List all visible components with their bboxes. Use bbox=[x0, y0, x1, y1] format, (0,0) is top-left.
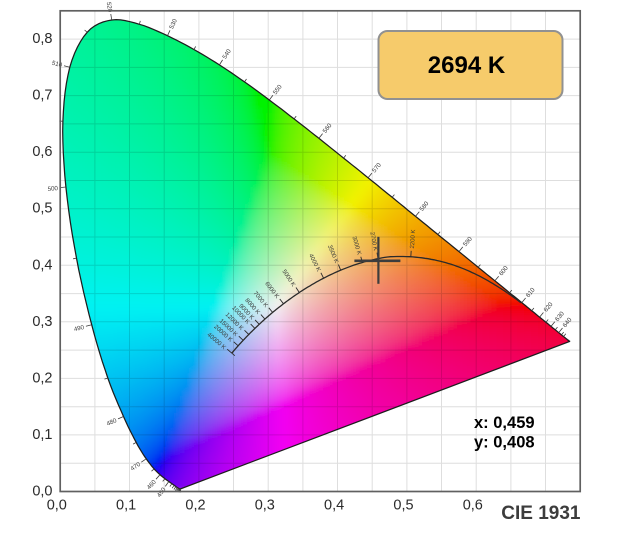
svg-text:0,6: 0,6 bbox=[463, 498, 483, 514]
svg-text:0,5: 0,5 bbox=[32, 201, 52, 217]
svg-text:0,8: 0,8 bbox=[32, 31, 52, 47]
svg-text:0,6: 0,6 bbox=[32, 144, 52, 160]
svg-text:x: 0,459: x: 0,459 bbox=[474, 414, 535, 432]
svg-text:0,2: 0,2 bbox=[32, 370, 52, 386]
svg-text:2700 K: 2700 K bbox=[368, 232, 378, 252]
svg-text:0,0: 0,0 bbox=[32, 484, 52, 500]
svg-text:540: 540 bbox=[221, 48, 233, 61]
svg-text:0,2: 0,2 bbox=[185, 498, 205, 514]
svg-text:470: 470 bbox=[129, 461, 142, 473]
svg-text:0,3: 0,3 bbox=[255, 498, 275, 514]
svg-text:2694 K: 2694 K bbox=[428, 52, 506, 79]
svg-text:0,5: 0,5 bbox=[393, 498, 413, 514]
svg-text:500: 500 bbox=[47, 185, 59, 193]
svg-text:0,7: 0,7 bbox=[32, 88, 52, 104]
svg-text:CIE 1931: CIE 1931 bbox=[501, 503, 581, 524]
svg-text:y: 0,408: y: 0,408 bbox=[474, 433, 535, 451]
svg-text:510: 510 bbox=[51, 60, 63, 70]
svg-text:0,0: 0,0 bbox=[47, 498, 67, 514]
svg-text:2200 K: 2200 K bbox=[410, 229, 417, 248]
svg-text:0,4: 0,4 bbox=[324, 498, 344, 514]
svg-text:520: 520 bbox=[105, 1, 114, 13]
svg-text:3000 K: 3000 K bbox=[350, 236, 361, 256]
svg-text:0,1: 0,1 bbox=[116, 498, 136, 514]
svg-text:0,4: 0,4 bbox=[32, 257, 52, 273]
svg-text:0,3: 0,3 bbox=[32, 314, 52, 330]
svg-text:0,1: 0,1 bbox=[32, 427, 52, 443]
svg-text:490: 490 bbox=[73, 324, 85, 334]
svg-text:480: 480 bbox=[106, 417, 119, 428]
svg-text:530: 530 bbox=[168, 17, 179, 30]
